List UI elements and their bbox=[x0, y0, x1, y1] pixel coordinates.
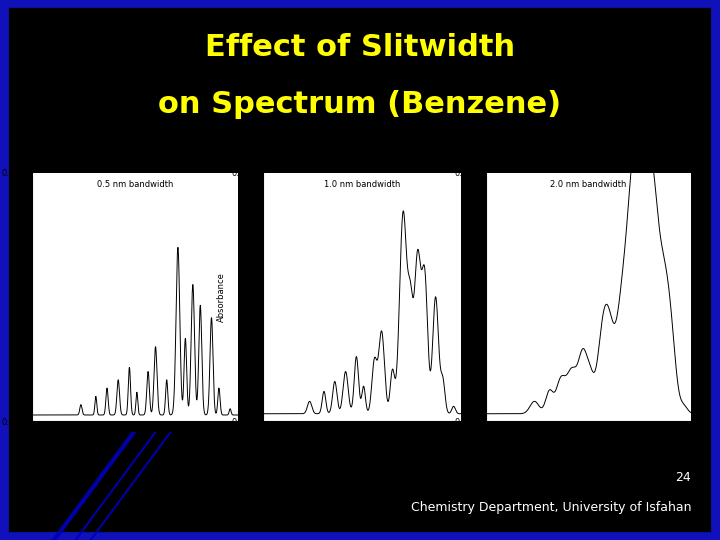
Text: on Spectrum (Benzene): on Spectrum (Benzene) bbox=[158, 90, 562, 119]
Text: Effect of Slitwidth: Effect of Slitwidth bbox=[205, 33, 515, 63]
Text: (c): (c) bbox=[581, 471, 596, 481]
Text: 24: 24 bbox=[675, 471, 691, 484]
Text: (b): (b) bbox=[354, 471, 369, 481]
Text: Chemistry Department, University of Isfahan: Chemistry Department, University of Isfa… bbox=[410, 501, 691, 514]
Text: 1.0 nm bandwidth: 1.0 nm bandwidth bbox=[323, 180, 400, 189]
Text: 2.0 nm bandwidth: 2.0 nm bandwidth bbox=[550, 180, 627, 189]
X-axis label: Wavelength, nm: Wavelength, nm bbox=[328, 443, 396, 453]
Y-axis label: Absorbance: Absorbance bbox=[217, 272, 226, 322]
Text: 0.5 nm bandwidth: 0.5 nm bandwidth bbox=[96, 180, 174, 189]
Text: (a): (a) bbox=[127, 471, 143, 481]
X-axis label: Wavelength, nm: Wavelength, nm bbox=[101, 443, 169, 453]
X-axis label: Wavelength, nm: Wavelength, nm bbox=[554, 443, 623, 453]
